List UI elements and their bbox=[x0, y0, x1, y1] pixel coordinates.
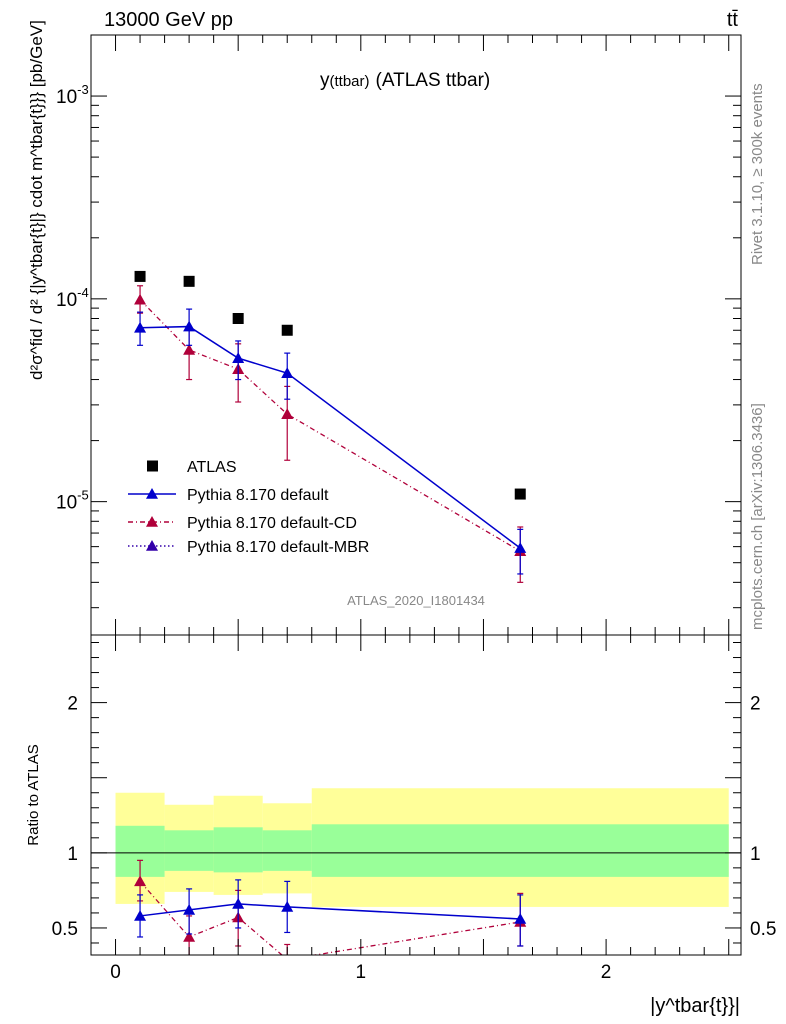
band-inner bbox=[164, 830, 214, 871]
ratio-marker-default bbox=[514, 912, 527, 924]
y-tick-label-base: 10 bbox=[56, 493, 77, 514]
ratio-y-ticks: 0.5 0.5 1 1 2 2 bbox=[52, 642, 776, 944]
plot-title-sub: (ttbar) bbox=[330, 73, 370, 90]
main-plot-area bbox=[134, 270, 527, 583]
legend-marker bbox=[146, 540, 158, 551]
ratio-marker-default bbox=[281, 900, 294, 912]
band-inner bbox=[262, 830, 312, 871]
y-tick-label-exponent: -3 bbox=[77, 82, 89, 97]
legend-label: ATLAS bbox=[187, 459, 237, 476]
ratio-y-tick-label-left: 0.5 bbox=[52, 919, 78, 940]
y-tick-label-exponent: -5 bbox=[77, 488, 89, 503]
main-panel: 10-310-410-5 y(ttbar) (ATLAS ttbar) ATLAS… bbox=[27, 20, 742, 636]
ratio-line-default-cd bbox=[139, 880, 521, 955]
mcplots-label: mcplots.cern.ch [arXiv:1306.3436] bbox=[749, 403, 766, 630]
plot-title-main: y bbox=[320, 70, 330, 91]
ratio-marker-default bbox=[134, 909, 147, 921]
marker-default bbox=[281, 367, 294, 378]
ratio-plot-area bbox=[91, 788, 741, 955]
marker-atlas bbox=[514, 488, 526, 500]
legend-label: Pythia 8.170 default-CD bbox=[187, 515, 357, 532]
x-axis-label: |y^tbar{t}}| bbox=[650, 995, 740, 1017]
marker-atlas bbox=[134, 270, 146, 282]
marker-default bbox=[134, 321, 147, 333]
marker-default-cd bbox=[134, 293, 147, 305]
ratio-y-tick-label-right: 1 bbox=[750, 844, 761, 865]
header-right: tt̄ bbox=[727, 9, 739, 31]
x-tick-label: 0 bbox=[110, 962, 121, 983]
y-tick-label: 10-4 bbox=[56, 285, 89, 311]
legend-label: Pythia 8.170 default-MBR bbox=[187, 539, 369, 556]
y-tick-label: 10-5 bbox=[56, 488, 89, 514]
ratio-y-label: Ratio to ATLAS bbox=[25, 744, 42, 845]
legend-marker-atlas bbox=[147, 460, 158, 472]
marker-atlas bbox=[281, 324, 293, 336]
y-tick-label-base: 10 bbox=[56, 87, 77, 108]
marker-default bbox=[183, 320, 196, 332]
y-tick-label-base: 10 bbox=[56, 290, 77, 311]
ratio-y-tick-label-left: 2 bbox=[67, 694, 78, 715]
legend-marker bbox=[146, 488, 158, 499]
x-tick-label: 2 bbox=[601, 962, 612, 983]
band-inner bbox=[213, 827, 263, 873]
series-line-default-cd bbox=[139, 299, 521, 552]
ratio-panel: 0.5 0.5 1 1 2 2 0 1 2 Ratio to ATLAS |y^tbar{t}… bbox=[25, 35, 776, 1017]
y-tick-label-exponent: -4 bbox=[77, 285, 89, 300]
ratio-y-tick-label-right: 0.5 bbox=[750, 919, 776, 940]
ratio-marker-default-cd bbox=[183, 930, 196, 942]
marker-atlas bbox=[183, 275, 195, 287]
x-tick-label: 1 bbox=[356, 962, 367, 983]
x-ticks: 0 1 2 bbox=[110, 35, 730, 983]
legend-marker bbox=[146, 516, 158, 527]
marker-default-cd bbox=[281, 408, 294, 419]
legend: ATLAS Pythia 8.170 default Pythia 8.170 de… bbox=[128, 459, 369, 556]
ratio-y-tick-label-left: 1 bbox=[67, 844, 78, 865]
analysis-id: ATLAS_2020_I1801434 bbox=[347, 593, 485, 608]
ratio-y-tick-label-right: 2 bbox=[750, 694, 761, 715]
legend-label: Pythia 8.170 default bbox=[187, 487, 329, 504]
header-left: 13000 GeV pp bbox=[104, 9, 233, 31]
main-y-label: d²σ^fid / d² {|y^tbar{t}|} cdot m^tbar{t… bbox=[27, 20, 46, 380]
rivet-label: Rivet 3.1.10, ≥ 300k events bbox=[749, 83, 766, 265]
ratio-marker-default-cd bbox=[134, 875, 147, 887]
ratio-marker-default bbox=[232, 897, 245, 909]
y-tick-label: 10-3 bbox=[56, 82, 89, 108]
band-inner bbox=[311, 824, 729, 877]
ratio-series-default bbox=[134, 879, 527, 947]
plot-title-rest: (ATLAS ttbar) bbox=[376, 70, 491, 91]
main-y-ticks: 10-310-410-5 bbox=[56, 34, 741, 609]
ratio-marker-default bbox=[183, 903, 196, 915]
marker-default-cd bbox=[183, 343, 196, 355]
plot-title: y(ttbar) (ATLAS ttbar) bbox=[320, 70, 490, 91]
ratio-frame bbox=[90, 634, 742, 956]
marker-default bbox=[514, 542, 527, 553]
marker-default bbox=[232, 352, 245, 363]
marker-atlas bbox=[232, 312, 244, 324]
